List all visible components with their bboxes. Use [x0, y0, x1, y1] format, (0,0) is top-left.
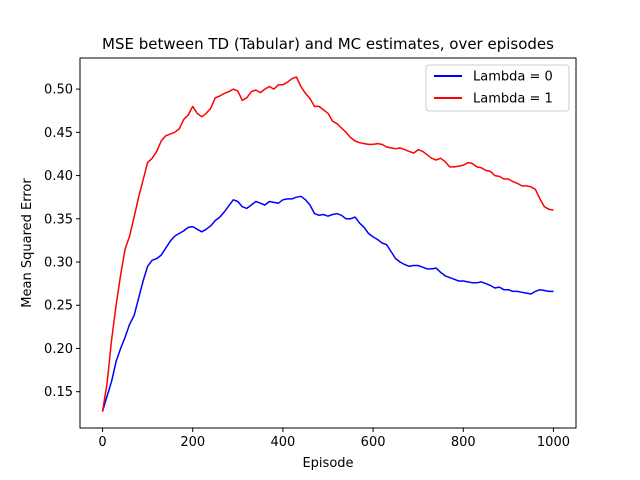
x-tick-label: 800 [451, 435, 476, 450]
legend: Lambda = 0 Lambda = 1 [425, 64, 570, 112]
x-tick-label: 1000 [537, 435, 570, 450]
x-tick-label: 400 [270, 435, 295, 450]
legend-label-0: Lambda = 0 [473, 70, 553, 85]
x-axis: 0 200 400 600 800 1000 [98, 428, 570, 450]
y-tick-label: 0.40 [44, 169, 73, 184]
y-axis-title: Mean Squared Error [20, 178, 35, 308]
y-tick-label: 0.20 [44, 342, 73, 357]
y-tick-label: 0.30 [44, 256, 73, 271]
y-tick-label: 0.35 [44, 212, 73, 227]
series-line-1 [101, 76, 554, 412]
x-tick-label: 200 [180, 435, 205, 450]
y-axis: 0.15 0.20 0.25 0.30 0.35 0.40 0.45 0.50 [44, 83, 80, 400]
legend-label-1: Lambda = 1 [473, 92, 553, 107]
y-tick-label: 0.50 [44, 83, 73, 98]
series-line-0 [101, 195, 554, 412]
series-layer [101, 76, 554, 412]
y-tick-label: 0.25 [44, 299, 73, 314]
y-tick-label: 0.15 [44, 385, 73, 400]
x-tick-label: 0 [98, 435, 106, 450]
chart-title: MSE between TD (Tabular) and MC estimate… [102, 35, 554, 53]
x-axis-title: Episode [302, 456, 353, 471]
plot-frame [79, 57, 577, 429]
x-tick-label: 600 [361, 435, 386, 450]
y-tick-label: 0.45 [44, 126, 73, 141]
